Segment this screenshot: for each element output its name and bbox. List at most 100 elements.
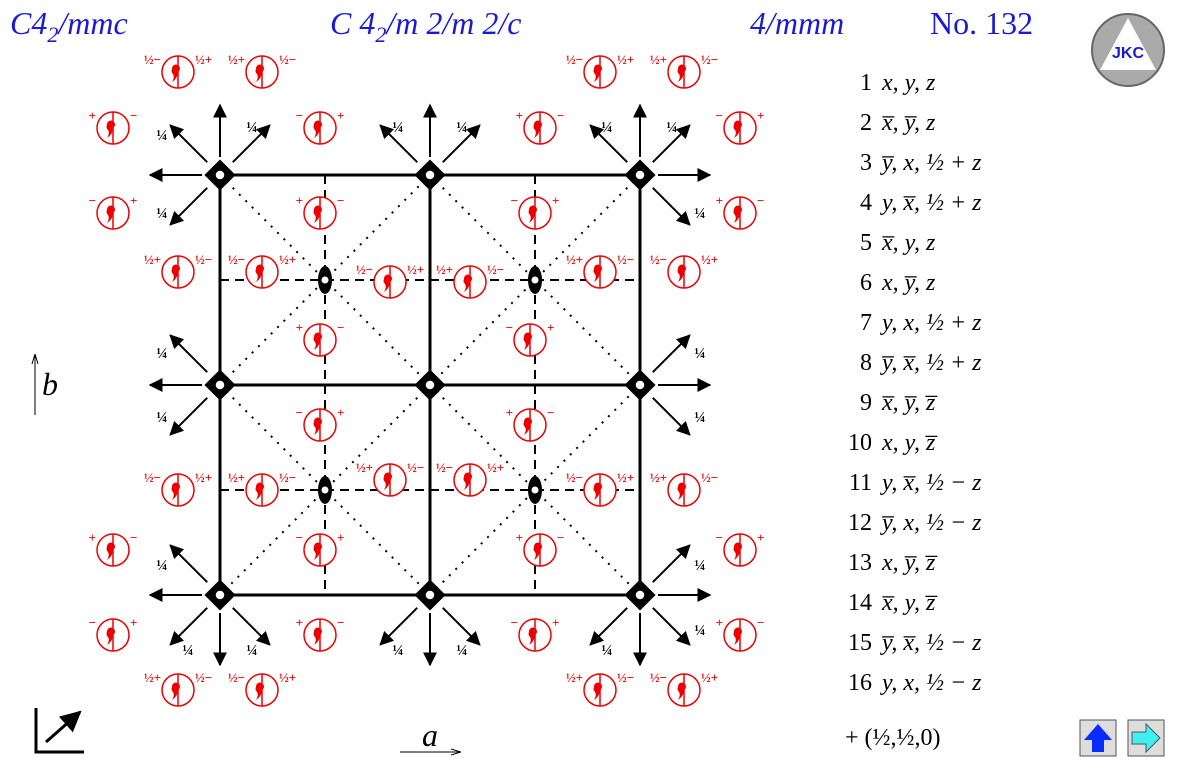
- quarter-label: ¼: [694, 623, 705, 639]
- position-coords: y, x̅, ½ − z: [880, 470, 982, 496]
- left-label: ½+: [650, 52, 667, 67]
- left-label: −: [89, 193, 96, 208]
- right-label: ½+: [279, 252, 296, 267]
- quarter-label: ¼: [156, 346, 167, 362]
- right-label: +: [757, 108, 764, 123]
- comma: [313, 417, 322, 435]
- right-label: −: [557, 530, 564, 545]
- left-label: ½−: [566, 470, 583, 485]
- comma: [106, 120, 115, 138]
- position-number: 3: [860, 150, 872, 176]
- right-label: ½−: [279, 52, 296, 67]
- position-coords: y̅, x̅, ½ + z: [880, 350, 982, 376]
- axes-icon-arrow: [45, 710, 82, 744]
- nav-next-icon[interactable]: [1131, 722, 1161, 754]
- full-symbol: C 42/m 2/m 2/c: [330, 5, 521, 47]
- short-symbol: C42/mmc: [10, 5, 128, 47]
- axes-icon-frame: [34, 708, 84, 754]
- comma: [733, 627, 742, 645]
- comma: [171, 482, 180, 500]
- position-coords: y, x, ½ − z: [880, 670, 982, 696]
- position-number: 9: [860, 390, 872, 416]
- comma: [171, 682, 180, 700]
- nav-next[interactable]: [1127, 719, 1165, 757]
- comma: [593, 64, 602, 82]
- left-label: ½−: [356, 262, 373, 277]
- right-label: −: [757, 193, 764, 208]
- comma: [313, 332, 322, 350]
- comma: [593, 682, 602, 700]
- nav-up-icon[interactable]: [1084, 724, 1112, 752]
- left-label: −: [716, 530, 723, 545]
- quarter-label: ¼: [694, 206, 705, 222]
- left-label: ½−: [228, 252, 245, 267]
- full-symbol-b: /m 2/m 2/c: [384, 5, 521, 41]
- comma: [171, 64, 180, 82]
- right-label: ½−: [617, 670, 634, 685]
- right-label: ½+: [279, 670, 296, 685]
- right-label: ½−: [195, 670, 212, 685]
- position-coords: x, y, z̅: [881, 430, 938, 456]
- position-coords: x̅, y̅, z̅: [881, 390, 938, 416]
- left-label: ½−: [650, 252, 667, 267]
- position-coords: x̅, y, z̅: [881, 590, 938, 616]
- position-number: 1: [860, 70, 872, 96]
- comma: [523, 332, 532, 350]
- right-label: +: [130, 615, 137, 630]
- b-axis-label: b: [42, 366, 58, 402]
- left-label: ½+: [566, 670, 583, 685]
- left-label: ½−: [566, 52, 583, 67]
- comma: [255, 264, 264, 282]
- quarter-label: ¼: [392, 643, 403, 659]
- left-label: −: [296, 108, 303, 123]
- fourfold-center: [424, 379, 436, 391]
- screw-arrow: [652, 187, 691, 226]
- position-number: 14: [848, 590, 872, 616]
- left-label: ½+: [228, 52, 245, 67]
- right-label: +: [547, 320, 554, 335]
- screw-arrow: [652, 397, 691, 436]
- position-coords: y̅, x, ½ − z: [880, 510, 982, 536]
- nav-up[interactable]: [1079, 719, 1117, 757]
- left-label: −: [89, 615, 96, 630]
- a-axis-label: a: [422, 717, 438, 753]
- left-label: +: [296, 615, 303, 630]
- position-number: 16: [848, 670, 872, 696]
- right-label: ½+: [195, 470, 212, 485]
- position-number: 15: [848, 630, 872, 656]
- logo-triangle: [1100, 18, 1156, 70]
- comma: [255, 482, 264, 500]
- quarter-label: ¼: [456, 643, 467, 659]
- left-label: +: [716, 615, 723, 630]
- position-coords: x, y̅, z: [881, 270, 936, 296]
- screw-arrow: [232, 607, 271, 646]
- position-coords: y̅, x̅, ½ − z: [880, 630, 982, 656]
- comma: [733, 120, 742, 138]
- right-label: +: [757, 530, 764, 545]
- left-label: ½+: [144, 670, 161, 685]
- right-label: ½+: [407, 262, 424, 277]
- screw-arrow: [442, 607, 481, 646]
- right-label: −: [337, 193, 344, 208]
- left-label: −: [296, 530, 303, 545]
- quarter-label: ¼: [156, 410, 167, 426]
- comma: [528, 627, 537, 645]
- full-symbol-a: C 4: [330, 5, 375, 41]
- right-label: +: [337, 108, 344, 123]
- left-label: +: [506, 405, 513, 420]
- screw-arrow: [442, 124, 481, 163]
- fourfold-center: [634, 379, 646, 391]
- right-label: +: [337, 530, 344, 545]
- quarter-label: ¼: [156, 558, 167, 574]
- left-label: ½+: [144, 252, 161, 267]
- screw-arrow: [169, 187, 208, 226]
- quarter-label: ¼: [392, 120, 403, 136]
- comma: [313, 205, 322, 223]
- position-coords: y̅, x, ½ + z: [880, 150, 982, 176]
- right-label: ½+: [617, 52, 634, 67]
- centering: + (½,½,0): [845, 725, 941, 751]
- twofold-center: [321, 486, 329, 494]
- point-group: 4/mmm: [750, 5, 844, 41]
- quarter-label: ¼: [156, 128, 167, 144]
- right-label: ½+: [487, 460, 504, 475]
